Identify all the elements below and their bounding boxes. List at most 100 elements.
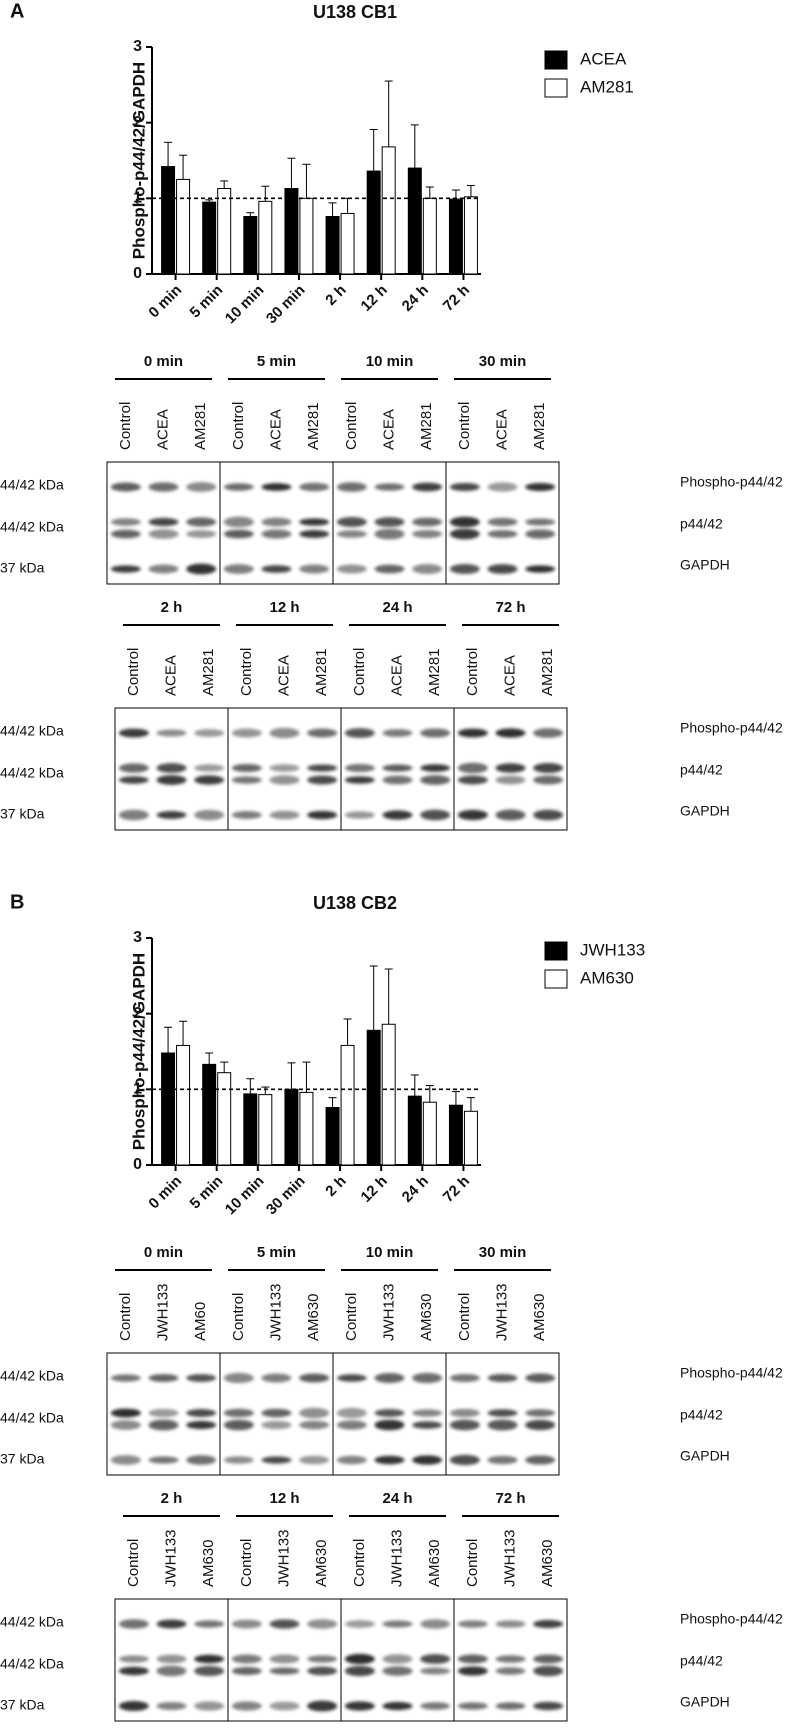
lane-label: ACEA (275, 655, 292, 696)
blot-band (495, 728, 526, 738)
blot-band (412, 1372, 443, 1384)
blot-band (269, 810, 300, 820)
blot-band (420, 728, 451, 738)
blot-band (487, 530, 518, 538)
bar (243, 215, 258, 275)
blot-band (374, 528, 405, 540)
blot-band (186, 517, 217, 527)
time-label: 0 min (144, 1244, 183, 1261)
y-tick-label: 1 (133, 190, 142, 207)
blot-band (186, 1420, 217, 1430)
blot-band (269, 1654, 300, 1664)
blot-band (223, 1419, 254, 1431)
blot-band (231, 1619, 262, 1629)
lane-label: Control (343, 402, 360, 450)
blot-band (382, 1654, 413, 1664)
blot-band (223, 1372, 254, 1384)
blot-band (374, 1455, 405, 1465)
blot-band (533, 1654, 564, 1664)
blot-band (223, 1408, 254, 1418)
y-tick-label: 2 (133, 114, 142, 131)
blot-band (261, 1408, 292, 1418)
blot-band (487, 1419, 518, 1431)
bar (422, 1101, 437, 1166)
blot-band (420, 1654, 451, 1664)
blot-band (299, 482, 330, 492)
protein-label: GAPDH (680, 557, 730, 573)
bar (161, 166, 176, 275)
blot-band (374, 483, 405, 491)
blot-band (449, 516, 480, 528)
lane-label: AM630 (426, 1539, 443, 1587)
x-tick-label: 2 h (322, 1173, 349, 1200)
blot-band (374, 1373, 405, 1383)
blot-band (231, 763, 262, 773)
bar (299, 1091, 314, 1166)
blot-band (495, 1620, 526, 1628)
blot-band (118, 776, 149, 784)
legend-label: ACEA (580, 49, 627, 68)
lane-label: JWH133 (501, 1529, 518, 1587)
blot-band (110, 565, 141, 573)
blot-band (525, 518, 556, 526)
blot-band (261, 1420, 292, 1430)
blot-band (118, 1655, 149, 1663)
bar (463, 196, 478, 275)
mw-label: 44/42 kDa (0, 477, 64, 493)
y-tick-label: 1 (133, 1081, 142, 1098)
blot-band (457, 1654, 488, 1664)
bar (284, 1088, 299, 1166)
blot-band (110, 482, 141, 492)
protein-label: p44/42 (680, 516, 723, 532)
blot-band (110, 518, 141, 526)
blot-band (420, 1667, 451, 1675)
blot-band (525, 482, 556, 492)
lane-label: AM281 (539, 648, 556, 696)
lane-label: ACEA (267, 409, 284, 450)
blot-band (148, 1408, 179, 1418)
blot-band (457, 1666, 488, 1676)
x-tick-label: 0 min (145, 282, 185, 322)
blot-band (412, 517, 443, 527)
time-label: 2 h (161, 599, 183, 616)
blot-band (299, 518, 330, 526)
blot-band (449, 1419, 480, 1431)
lane-label: AM281 (531, 402, 548, 450)
blot-band (525, 1419, 556, 1431)
bar (258, 200, 273, 275)
blot-band (110, 529, 141, 539)
lane-label: ACEA (380, 409, 397, 450)
time-label: 72 h (495, 599, 525, 616)
protein-label: Phospho-p44/42 (680, 474, 783, 490)
blot-band (495, 1667, 526, 1675)
lane-label: Control (117, 402, 134, 450)
bar (381, 146, 396, 275)
blot-band (110, 1374, 141, 1382)
legend-swatch (544, 50, 568, 70)
blot-band (374, 517, 405, 527)
blot-band (525, 1455, 556, 1465)
blot-band (449, 564, 480, 574)
blot-band (533, 728, 564, 738)
blot-band (382, 1701, 413, 1711)
blot-band (148, 517, 179, 527)
mw-label: 37 kDa (0, 1697, 45, 1713)
blot-band (412, 482, 443, 492)
blot-band (449, 1408, 480, 1418)
time-label: 30 min (479, 353, 527, 370)
blot-band (344, 811, 375, 819)
time-label: 72 h (495, 1490, 525, 1507)
blot-band (194, 775, 225, 785)
blot-band (420, 775, 451, 785)
x-tick-label: 24 h (399, 1173, 432, 1206)
blot-band (194, 764, 225, 772)
blot-frame (106, 1352, 560, 1476)
blot-band (231, 776, 262, 784)
blot-band (186, 1409, 217, 1417)
bar (299, 197, 314, 275)
blot-band (525, 1409, 556, 1417)
blot-band (231, 1667, 262, 1675)
blot-band (307, 775, 338, 785)
x-tick-label: 2 h (322, 282, 349, 309)
